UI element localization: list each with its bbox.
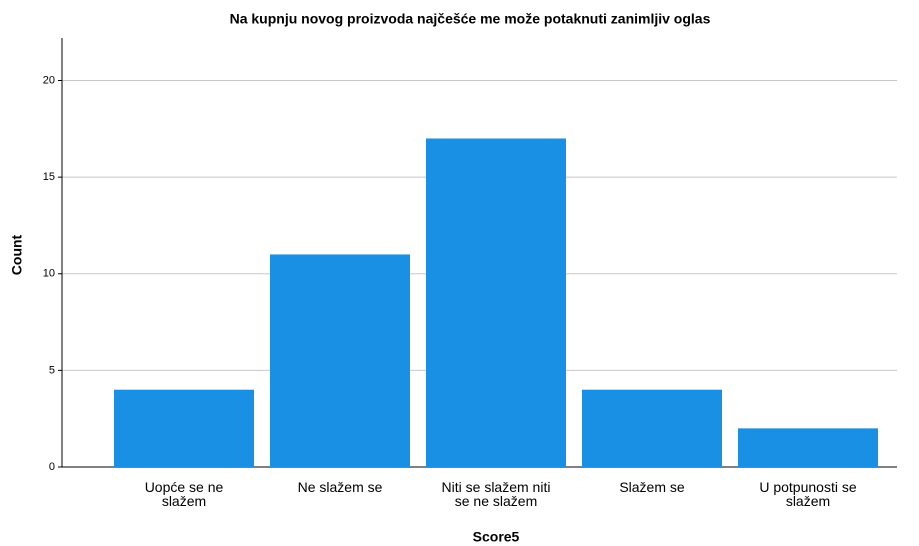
x-tick-label: U potpunosti se slažem: [759, 479, 856, 509]
bar: [114, 389, 254, 467]
y-tick-label: 20: [43, 74, 55, 86]
y-axis-label: Count: [9, 234, 25, 275]
bar: [426, 138, 566, 467]
x-tick-label: Niti se slažem niti se ne slažem: [442, 479, 551, 509]
x-tick-label: Uopće se ne slažem: [145, 479, 224, 509]
y-tick-label: 15: [43, 171, 55, 183]
bar: [738, 428, 878, 467]
chart-title: Na kupnju novog proizvoda najčešće me mo…: [230, 11, 711, 27]
y-tick-label: 0: [49, 461, 55, 473]
x-tick-label: Ne slažem se: [298, 479, 383, 495]
y-tick-label: 5: [49, 364, 55, 376]
x-tick-label: Slažem se: [619, 479, 685, 495]
y-tick-label: 10: [43, 268, 55, 280]
bar: [582, 389, 722, 467]
bar: [270, 254, 410, 467]
x-axis-label: Score5: [473, 529, 520, 545]
